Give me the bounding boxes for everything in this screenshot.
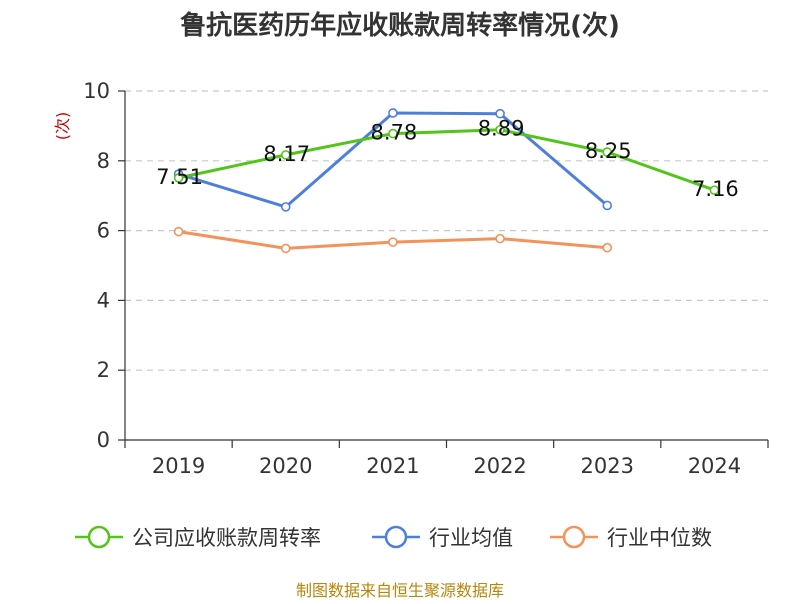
x-tick-label: 2024 [688, 454, 741, 478]
y-tick-label: 0 [97, 428, 110, 452]
data-point-2-0[interactable] [173, 226, 184, 237]
x-tick-label: 2019 [152, 454, 205, 478]
legend-swatch-marker [562, 525, 586, 549]
y-tick-label: 8 [97, 149, 110, 173]
x-tick-label: 2021 [366, 454, 419, 478]
legend-swatch-marker [87, 525, 111, 549]
legend[interactable]: 公司应收账款周转率 行业均值 行业中位数 [75, 525, 712, 550]
axes: 0 2 4 6 8 10 2019 2020 2021 2022 2023 2024 [83, 79, 769, 478]
legend-swatch-marker [384, 525, 408, 549]
data-label-1: 8.17 [263, 142, 310, 166]
y-axis-label: (次) [53, 112, 72, 141]
data-point-2-1[interactable] [280, 243, 291, 254]
y-tick-label: 6 [97, 219, 110, 243]
x-tick-label: 2022 [473, 454, 526, 478]
data-point-2-3[interactable] [495, 233, 505, 244]
data-label-3: 8.89 [478, 117, 525, 141]
chart-title: 鲁抗医药历年应收账款周转率情况(次) [180, 10, 620, 41]
data-label-0: 7.51 [156, 165, 203, 189]
y-tick-label: 10 [83, 79, 110, 103]
data-label-5: 7.16 [692, 177, 739, 201]
data-point-1-3[interactable] [495, 108, 505, 119]
data-label-4: 8.25 [585, 139, 632, 163]
data-point-2-4[interactable] [602, 242, 613, 253]
legend-item-0[interactable]: 公司应收账款周转率 [75, 525, 321, 550]
legend-item-1[interactable]: 行业均值 [372, 525, 513, 550]
data-point-1-1[interactable] [280, 202, 291, 212]
x-tick-label: 2020 [259, 454, 312, 478]
data-point-0-2[interactable] [388, 128, 398, 139]
gridlines [125, 90, 768, 371]
data-point-0-0[interactable] [173, 173, 184, 183]
data-point-1-4[interactable] [602, 200, 613, 211]
series-layer [173, 108, 720, 254]
data-point-2-2[interactable] [388, 237, 398, 247]
data-point-0-5[interactable] [709, 185, 720, 195]
y-tick-label: 4 [97, 288, 110, 312]
y-tick-label: 2 [97, 358, 110, 382]
legend-label: 行业中位数 [607, 526, 712, 550]
source-note: 制图数据来自恒生聚源数据库 [296, 581, 504, 600]
data-point-0-4[interactable] [602, 147, 613, 157]
legend-item-2[interactable]: 行业中位数 [550, 525, 712, 550]
data-point-0-3[interactable] [495, 124, 505, 135]
series-line-0 [178, 128, 715, 192]
legend-label: 行业均值 [429, 526, 513, 550]
x-tick-label: 2023 [581, 454, 634, 478]
data-point-0-1[interactable] [280, 150, 291, 160]
data-labels: 7.51 8.17 8.78 8.89 8.25 7.16 [156, 117, 739, 201]
data-label-2: 8.78 [371, 121, 418, 145]
legend-label: 公司应收账款周转率 [132, 526, 321, 550]
data-point-1-2[interactable] [388, 108, 398, 118]
